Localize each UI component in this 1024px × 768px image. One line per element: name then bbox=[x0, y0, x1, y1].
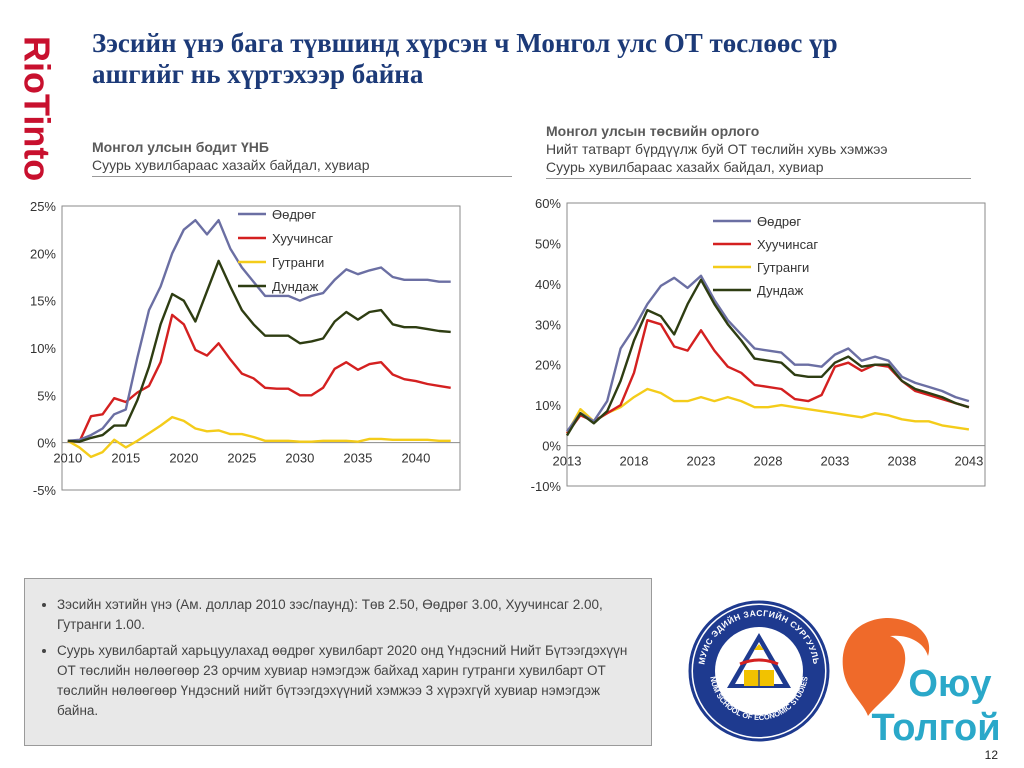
num-ses-badge: МУИС ЭДИЙН ЗАСГИЙН СУРГУУЛЬ NUM SCHOOL O… bbox=[688, 600, 830, 742]
gdp-xtick-label: 2040 bbox=[401, 451, 430, 466]
left-chart-subtitle: Суурь хувилбараас хазайх байдал, хувиар bbox=[92, 157, 370, 173]
revenue-ytick-label: 20% bbox=[535, 358, 561, 373]
gdp-legend-label: Дундаж bbox=[272, 279, 319, 294]
tolgoi-text: Толгой bbox=[871, 707, 1000, 746]
gdp-ytick-label: 10% bbox=[30, 341, 56, 356]
right-chart-title: Монгол улсын төсвийн орлого bbox=[546, 123, 760, 139]
page-number: 12 bbox=[984, 748, 998, 762]
gdp-ytick-label: 15% bbox=[30, 294, 56, 309]
revenue-ytick-label: 0% bbox=[542, 439, 561, 454]
gdp-legend-label: Өөдрөг bbox=[272, 207, 316, 222]
right-chart-header: Монгол улсын төсвийн орлого Нийт татварт… bbox=[546, 122, 971, 179]
revenue-ytick-label: 60% bbox=[535, 196, 561, 211]
gdp-plot-area bbox=[61, 205, 461, 491]
gdp-series-line-2 bbox=[67, 313, 451, 443]
revenue-series-line-1 bbox=[566, 274, 970, 433]
revenue-series-line-3 bbox=[565, 387, 970, 434]
gdp-xtick-label: 2035 bbox=[343, 451, 372, 466]
oyu-tolgoi-logo: Оюу Толгой bbox=[842, 618, 1001, 746]
revenue-legend-label: Дундаж bbox=[757, 283, 804, 298]
revenue-ytick-label: 10% bbox=[535, 398, 561, 413]
gdp-ytick-label: 0% bbox=[37, 436, 56, 451]
revenue-ytick-label: 30% bbox=[535, 317, 561, 332]
gdp-xtick-label: 2015 bbox=[111, 451, 140, 466]
revenue-xtick-label: 2033 bbox=[820, 454, 849, 469]
gdp-legend-label: Хуучинсаг bbox=[272, 231, 333, 246]
revenue-xtick-label: 2043 bbox=[954, 454, 983, 469]
note-copper-price: Зэсийн хэтийн үнэ (Ам. доллар 2010 зэс/п… bbox=[57, 595, 635, 635]
revenue-legend-label: Хуучинсаг bbox=[757, 237, 818, 252]
revenue-xtick-label: 2038 bbox=[887, 454, 916, 469]
right-chart-subtitle-2: Суурь хувилбараас хазайх байдал, хувиар bbox=[546, 159, 824, 175]
oyu-text: Оюу bbox=[908, 663, 991, 705]
revenue-series-line-4 bbox=[565, 278, 970, 437]
note-gdp-comparison: Суурь хувилбартай харьцуулахад өөдрөг ху… bbox=[57, 641, 635, 721]
left-chart-header: Монгол улсын бодит ҮНБ Суурь хувилбараас… bbox=[92, 138, 512, 177]
right-chart-subtitle-1: Нийт татварт бүрдүүлж буй ОТ төслийн хув… bbox=[546, 141, 888, 157]
gdp-series-line-4 bbox=[67, 259, 451, 443]
left-chart-title: Монгол улсын бодит ҮНБ bbox=[92, 139, 269, 155]
page-title: Зэсийн үнэ бага түвшинд хүрсэн ч Монгол … bbox=[92, 28, 838, 89]
gdp-ytick-label: 20% bbox=[30, 246, 56, 261]
gdp-xtick-label: 2025 bbox=[227, 451, 256, 466]
gdp-chart: -5% 0% 5% 10% 15% 20% 25% 2010 2015 2020 2025 2030 2… bbox=[30, 199, 461, 498]
revenue-ytick-label: 40% bbox=[535, 277, 561, 292]
revenue-legend-label: Өөдрөг bbox=[757, 214, 801, 229]
gdp-series-line-3 bbox=[67, 415, 451, 459]
revenue-ytick-label: 50% bbox=[535, 236, 561, 251]
riotinto-logo: RioTinto bbox=[16, 36, 57, 181]
revenue-chart: -10% 0% 10% 20% 30% 40% 50% 60% 2013 2018 2023 2028… bbox=[531, 196, 986, 494]
gdp-ytick-label: 25% bbox=[30, 199, 56, 214]
gdp-ytick-label: -5% bbox=[33, 483, 57, 498]
revenue-plot-area bbox=[566, 202, 986, 487]
revenue-xtick-label: 2018 bbox=[620, 454, 649, 469]
gdp-ytick-label: 5% bbox=[37, 388, 56, 403]
gdp-legend-label: Гутранги bbox=[272, 255, 324, 270]
gdp-series-line-1 bbox=[67, 219, 451, 442]
oyu-tolgoi-mark bbox=[842, 618, 930, 716]
notes-box: Зэсийн хэтийн үнэ (Ам. доллар 2010 зэс/п… bbox=[24, 578, 652, 746]
riotinto-wordmark: RioTinto bbox=[16, 36, 57, 181]
revenue-legend-label: Гутранги bbox=[757, 260, 809, 275]
revenue-ytick-label: -10% bbox=[531, 479, 562, 494]
revenue-xtick-label: 2028 bbox=[754, 454, 783, 469]
gdp-xtick-label: 2020 bbox=[169, 451, 198, 466]
revenue-xtick-label: 2023 bbox=[687, 454, 716, 469]
revenue-xtick-label: 2013 bbox=[553, 454, 582, 469]
gdp-xtick-label: 2010 bbox=[53, 451, 82, 466]
gdp-xtick-label: 2030 bbox=[285, 451, 314, 466]
